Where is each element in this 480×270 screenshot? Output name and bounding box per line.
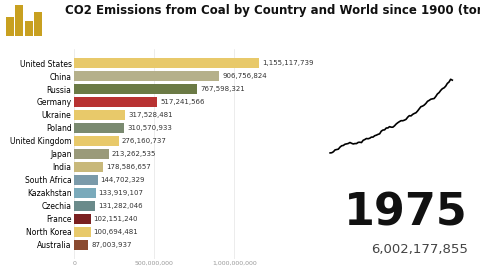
Text: 317,528,481: 317,528,481 <box>128 112 173 118</box>
Bar <box>74 71 219 81</box>
Bar <box>74 97 157 107</box>
Bar <box>74 58 259 68</box>
Bar <box>74 227 91 237</box>
Bar <box>74 214 91 224</box>
Bar <box>25 21 33 36</box>
Text: 144,702,329: 144,702,329 <box>100 177 145 183</box>
Bar <box>74 175 97 185</box>
Text: 131,282,046: 131,282,046 <box>98 203 143 209</box>
Text: 102,151,240: 102,151,240 <box>94 216 138 222</box>
Bar <box>74 84 197 94</box>
Text: 310,570,933: 310,570,933 <box>127 125 172 131</box>
Text: 276,160,737: 276,160,737 <box>121 138 167 144</box>
Text: 1,155,117,739: 1,155,117,739 <box>262 60 313 66</box>
Bar <box>74 240 88 250</box>
Text: 517,241,566: 517,241,566 <box>160 99 204 105</box>
Bar <box>74 110 125 120</box>
Text: 6,002,177,855: 6,002,177,855 <box>371 243 468 256</box>
Text: 1975: 1975 <box>344 192 468 235</box>
Bar <box>74 123 124 133</box>
Bar <box>74 149 108 159</box>
Text: 213,262,535: 213,262,535 <box>111 151 156 157</box>
Bar <box>15 5 23 36</box>
Text: CO2 Emissions from Coal by Country and World since 1900 (tonnes): CO2 Emissions from Coal by Country and W… <box>65 4 480 17</box>
Text: 87,003,937: 87,003,937 <box>91 242 132 248</box>
Bar <box>74 136 119 146</box>
Text: 133,919,107: 133,919,107 <box>99 190 144 196</box>
Text: 906,756,824: 906,756,824 <box>222 73 267 79</box>
Bar <box>35 12 43 36</box>
Text: 178,586,657: 178,586,657 <box>106 164 151 170</box>
Bar <box>74 162 103 172</box>
Text: 100,694,481: 100,694,481 <box>94 229 138 235</box>
Text: 767,598,321: 767,598,321 <box>200 86 245 92</box>
Bar <box>74 201 96 211</box>
Bar <box>6 17 13 36</box>
Bar <box>74 188 96 198</box>
